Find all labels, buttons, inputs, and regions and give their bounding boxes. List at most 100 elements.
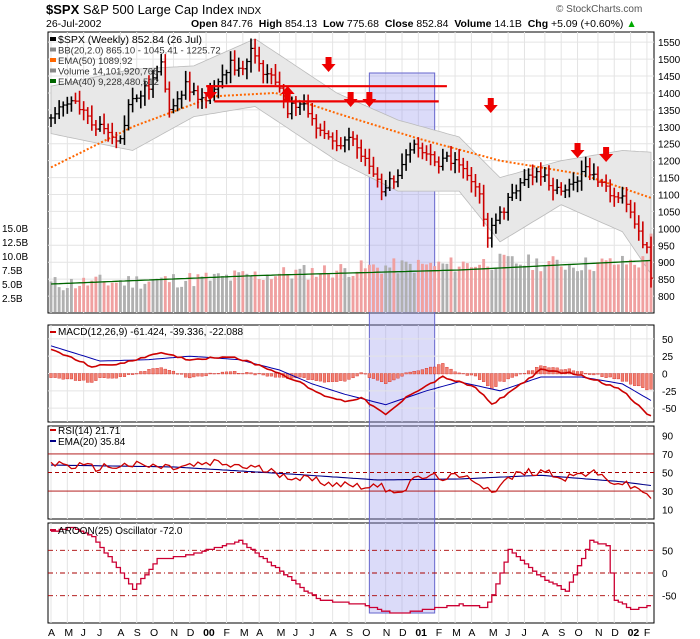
price-bar [106,123,111,142]
volume-bar [445,263,449,312]
price-tick-label: 1450 [658,72,681,83]
price-bar [130,87,135,113]
volume-bar [465,263,469,312]
volume-bar [506,256,510,312]
volume-bar [396,273,400,312]
macd-histogram-bar [445,366,449,375]
price-bar [579,160,584,191]
volume-bar [274,276,277,312]
price-bar [644,241,649,254]
price-bar [146,75,151,100]
x-tick-label: J [309,627,314,639]
volume-bar [151,279,155,312]
close-label: Close [384,18,414,30]
symbol-label: $SPX [46,2,80,17]
macd-histogram-bar [624,373,629,382]
open-label: Open [191,18,218,30]
macd-histogram-bar [531,370,535,375]
volume-bar [90,280,94,312]
volume-bar [453,271,457,312]
macd-histogram-bar [526,370,531,375]
volume-bar [192,286,196,312]
macd-histogram-bar [53,373,57,378]
volume-bar [633,264,637,312]
volume-bar [527,254,530,312]
price-bar [334,129,339,152]
volume-bar [339,264,343,312]
price-bar [69,96,74,112]
volume-bar [572,267,575,312]
macd-histogram-bar [498,373,502,382]
price-bar [171,98,176,114]
volume-bar [629,259,633,312]
volume-bar [367,264,371,312]
price-bar [559,182,564,196]
volume-bar [184,280,188,312]
macd-histogram-bar [110,373,114,379]
x-tick-label: O [150,627,158,639]
price-bar [575,176,580,193]
price-bar [567,178,572,198]
volume-bar [188,273,192,312]
macd-histogram-bar [518,373,522,375]
volume-bar [392,258,396,312]
price-bar [604,174,609,192]
macd-histogram-bar [580,371,584,375]
macd-histogram-bar [322,373,327,383]
price-bar [518,178,523,202]
price-bar [632,202,637,229]
ema50-line [50,91,652,199]
macd-histogram-bar [645,373,649,391]
macd-histogram-bar [212,373,216,375]
rsi-tick-label: 30 [662,487,674,498]
macd-histogram-bar [371,373,376,379]
price-bar [371,156,376,177]
volume-ema-line [50,259,652,285]
macd-histogram-bar [273,373,278,378]
price-bar [351,131,356,147]
macd-histogram-bar [249,372,253,375]
price-bar [367,148,372,175]
macd-histogram-bar [629,373,633,385]
price-bar [93,120,98,136]
x-tick-label: A [468,627,475,639]
price-bar [159,53,164,76]
legend-label: $SPX (Weekly) 852.84 (26 Jul) [58,34,202,46]
macd-histogram-bar [449,368,453,375]
price-bar [461,157,466,179]
volume-bar [318,273,322,312]
volume-bar [314,276,318,312]
price-bar [322,120,327,139]
price-bar [412,139,417,154]
price-bar [224,69,229,85]
volume-bar [498,253,502,312]
macd-histogram-bar [469,373,473,376]
legend-label: Volume 14,101,920,768 [58,67,158,78]
volume-bar [535,258,539,312]
volume-bar [621,255,624,312]
macd-histogram-bar [94,373,98,381]
volume-bar [612,264,616,312]
price-bar [228,51,233,84]
volume-bar [641,256,645,312]
volume-bar [143,283,147,312]
macd-histogram-bar [494,373,498,387]
volume-bar [490,269,494,312]
legend-swatch [50,529,56,531]
price-bar [649,236,653,288]
volume-bar [57,287,61,312]
volume-bar [580,270,584,312]
macd-histogram-bar [151,368,155,375]
macd-histogram-bar [453,371,457,375]
price-bar [477,182,482,204]
macd-histogram-bar [302,373,306,378]
macd-histogram-bar [184,373,188,378]
price-bar [310,102,315,126]
price-bar [49,114,53,127]
volume-bar [294,269,298,312]
price-bar [608,179,613,203]
x-tick-label: S [558,627,565,639]
macd-tick-label: -25 [662,387,677,398]
volume-bar [592,271,596,312]
